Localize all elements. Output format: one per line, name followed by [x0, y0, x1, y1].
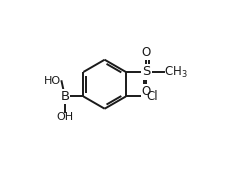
Text: OH: OH — [56, 112, 73, 122]
Text: HO: HO — [44, 76, 61, 86]
Text: CH$_3$: CH$_3$ — [163, 64, 187, 79]
Text: O: O — [141, 85, 150, 98]
Text: B: B — [60, 90, 69, 103]
Text: O: O — [141, 46, 150, 59]
Text: S: S — [142, 66, 150, 78]
Text: Cl: Cl — [146, 90, 158, 103]
